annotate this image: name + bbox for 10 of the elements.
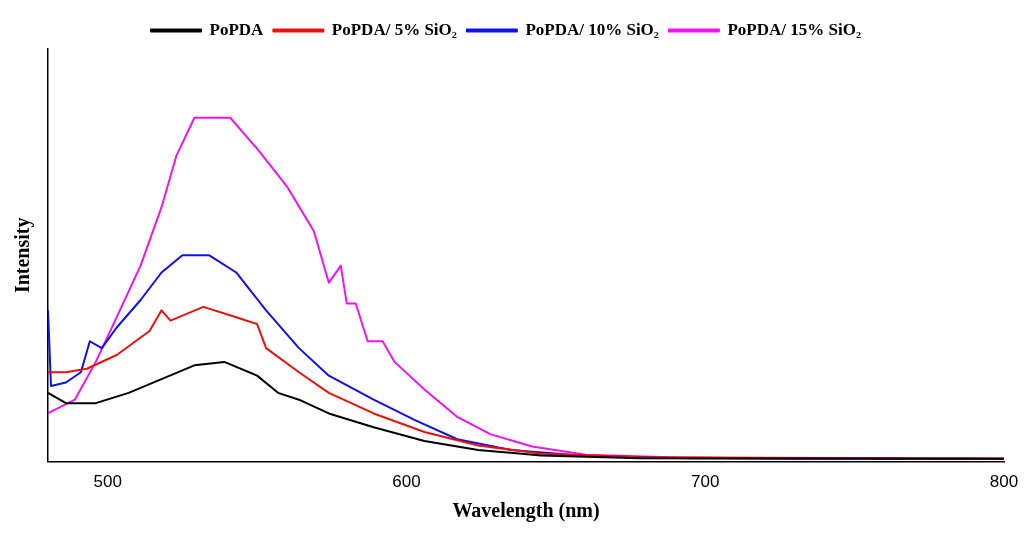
legend-label: PoPDA/ 10% SiO₂: [525, 19, 659, 39]
x-tick-label: 600: [392, 472, 421, 492]
x-axis-title: Wavelength (nm): [452, 499, 600, 523]
x-tick-label: 800: [989, 472, 1019, 492]
x-tick-label: 700: [691, 472, 720, 492]
legend-label: PoPDA/ 15% SiO₂: [727, 19, 861, 39]
y-axis-title: Intensity: [11, 217, 35, 294]
x-tick-label: 500: [93, 472, 122, 492]
legend-label: PoPDA: [209, 19, 265, 39]
legend-label: PoPDA/ 5% SiO₂: [331, 19, 457, 39]
